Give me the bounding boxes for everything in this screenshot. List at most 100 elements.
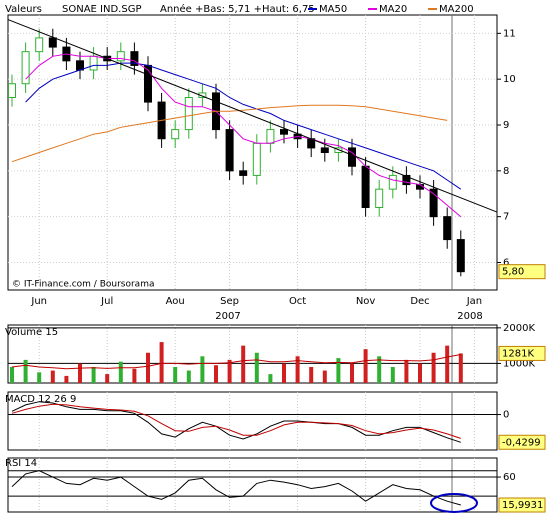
y-tick-label: 60 (503, 472, 516, 483)
volume-bar (418, 363, 422, 383)
source-note: © IT-Finance.com / Boursorama (12, 280, 154, 290)
moving-average (25, 53, 462, 218)
volume-bar (227, 359, 232, 383)
volume-bar (200, 356, 205, 383)
volume-average (11, 354, 461, 370)
candle-body (171, 129, 180, 140)
panel-frame (7, 391, 498, 451)
y-tick-label: 1000K (503, 358, 535, 369)
volume-bar (282, 363, 286, 383)
indicator-line (11, 403, 461, 439)
panel-title: MACD 12 26 9 (5, 394, 76, 405)
legend-label: MA50 (319, 4, 347, 15)
volume-bar (78, 363, 82, 383)
last-value-box (498, 497, 546, 513)
volume-bar (241, 345, 246, 383)
volume-bar (377, 356, 382, 383)
volume-bar (214, 365, 218, 383)
candle-body (334, 147, 343, 154)
volume-bar (445, 345, 450, 383)
candle-body (348, 147, 356, 167)
last-value-label: 15,9931 (502, 500, 543, 511)
volume-bar (105, 374, 110, 383)
moving-average (11, 104, 448, 163)
last-value-box (498, 434, 546, 450)
y-tick-label: 7 (503, 212, 509, 223)
volume-bar (268, 374, 273, 383)
x-tick-label: Jul (100, 296, 113, 307)
trendline (7, 19, 498, 213)
candle-body (48, 37, 57, 48)
last-value-box (498, 345, 546, 361)
candle-body (416, 184, 424, 190)
legend-label: MA200 (439, 4, 474, 15)
x-tick-label: Nov (356, 296, 376, 307)
panel-title: RSI 14 (5, 458, 37, 469)
year-label: 2007 (215, 311, 240, 322)
candle-body (35, 37, 44, 53)
volume-bar (132, 368, 137, 383)
volume-bar (50, 370, 55, 383)
volume-bar (458, 353, 463, 383)
candle-body (361, 165, 370, 208)
candle-body (130, 51, 139, 66)
volume-bar (431, 352, 436, 383)
header-label: Valeurs (5, 4, 42, 15)
volume-bar (159, 342, 164, 383)
volume-bar (146, 352, 150, 383)
x-tick-label: Jan (466, 296, 482, 307)
year-range: Année +Bas: 5,71 +Haut: 6,75 (160, 3, 315, 15)
volume-bar (404, 359, 409, 383)
volume-bar (309, 366, 314, 383)
candle-body (375, 188, 384, 209)
volume-bar (336, 358, 341, 383)
candle-body (76, 60, 84, 71)
indicator-line (11, 470, 461, 506)
last-value-box (498, 264, 546, 280)
candle-body (184, 97, 193, 131)
volume-bar (254, 352, 259, 383)
volume-bar (322, 370, 327, 383)
candle-body (429, 188, 438, 218)
y-tick-label: 10 (503, 74, 516, 85)
candle-body (443, 216, 452, 241)
volume-bar (118, 361, 123, 383)
x-tick-label: Jun (30, 296, 47, 307)
volume-bar (91, 366, 96, 383)
candle-body (320, 147, 329, 154)
candle-body (225, 129, 234, 172)
candle-body (252, 142, 261, 176)
candle-body (239, 170, 248, 176)
y-tick-label: 9 (503, 120, 509, 131)
x-tick-label: Aou (166, 296, 185, 307)
panel-title: Volume 15 (5, 327, 58, 338)
panel-frame (7, 324, 498, 384)
y-tick-label: 11 (503, 28, 516, 39)
year-label: 2008 (457, 311, 482, 322)
legend-label: MA20 (379, 4, 407, 15)
volume-bar (186, 370, 191, 383)
volume-bar (390, 366, 395, 383)
moving-average (25, 62, 462, 190)
last-value-label: -0,4299 (502, 437, 541, 448)
volume-bar (295, 356, 300, 383)
panel-frame (7, 14, 498, 291)
volume-bar (23, 359, 28, 383)
candle-body (388, 174, 397, 190)
x-tick-label: Sep (220, 296, 239, 307)
candle-body (280, 129, 288, 135)
volume-bar (350, 363, 354, 383)
y-tick-label: 0 (503, 410, 509, 421)
candle-body (21, 51, 30, 85)
candle-body (456, 239, 465, 273)
last-value-label: 5,80 (502, 267, 524, 278)
candle-body (144, 64, 152, 103)
candle-body (266, 129, 275, 144)
candle-body (89, 55, 98, 71)
volume-bar (37, 372, 42, 383)
volume-bar (10, 366, 14, 383)
volume-bar (173, 366, 178, 383)
x-tick-label: Oct (289, 296, 306, 307)
x-tick-label: Dec (410, 296, 429, 307)
